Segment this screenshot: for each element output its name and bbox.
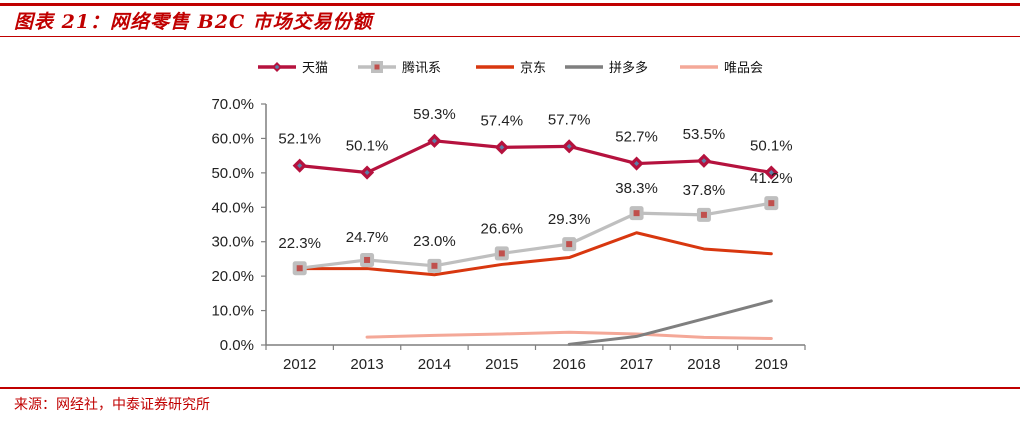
chart-title: 图表 21：网络零售 B2C 市场交易份额 bbox=[14, 11, 373, 33]
axes: 0.0% 10.0% 20.0% 30.0% 40.0% 50.0% 60.0% 70.0% 2… bbox=[211, 96, 806, 373]
line-chart: 天猫 腾讯系 京东 拼多多 唯品会 0.0% 10.0% 20.0% 30.0% 40.0% 50… bbox=[211, 60, 806, 373]
legend: 天猫 腾讯系 京东 拼多多 唯品会 bbox=[258, 60, 763, 76]
x-tick-label: 2017 bbox=[620, 356, 653, 373]
y-tick-label: 60.0% bbox=[211, 130, 254, 147]
tmall-marker-center bbox=[566, 143, 572, 149]
top-accent-bar bbox=[0, 3, 1020, 6]
x-tick-label: 2013 bbox=[350, 356, 383, 373]
series-line-2 bbox=[298, 231, 773, 277]
legend-label: 唯品会 bbox=[724, 61, 763, 76]
data-label: 59.3% bbox=[413, 106, 456, 123]
y-tick-label: 70.0% bbox=[211, 96, 254, 113]
tmall-marker-center bbox=[364, 170, 370, 176]
y-tick-label: 10.0% bbox=[211, 303, 254, 320]
x-tick-label: 2016 bbox=[553, 356, 586, 373]
tmall-marker-center bbox=[297, 163, 303, 169]
y-tick-label: 0.0% bbox=[220, 337, 254, 354]
tencent-marker-center bbox=[700, 211, 707, 218]
series-line-0 bbox=[298, 139, 773, 175]
tencent-marker-center bbox=[566, 241, 573, 248]
x-tick-label: 2018 bbox=[687, 356, 720, 373]
legend-item-1: 腾讯系 bbox=[358, 60, 441, 76]
tmall-marker-center bbox=[768, 170, 774, 176]
tmall-marker-center bbox=[634, 161, 640, 167]
data-labels: 52.1% 50.1% 59.3% 57.4% 57.7% 52.7% 53.5% 50.1%… bbox=[278, 106, 792, 252]
data-label: 37.8% bbox=[683, 182, 726, 199]
tencent-marker-center bbox=[498, 250, 505, 257]
data-label: 50.1% bbox=[346, 138, 389, 155]
tmall-marker-center bbox=[499, 144, 505, 150]
series-line-4 bbox=[365, 330, 773, 340]
tmall-marker-center bbox=[431, 138, 437, 144]
tencent-marker-center bbox=[768, 200, 775, 207]
data-label: 52.7% bbox=[615, 129, 658, 146]
legend-item-0: 天猫 bbox=[258, 61, 328, 76]
data-label: 50.1% bbox=[750, 138, 793, 155]
legend-label: 腾讯系 bbox=[402, 60, 441, 76]
legend-item-3: 拼多多 bbox=[565, 60, 648, 76]
x-tick-label: 2014 bbox=[418, 356, 451, 373]
tencent-marker-center bbox=[431, 262, 438, 269]
series-group bbox=[292, 133, 779, 346]
data-label: 22.3% bbox=[278, 235, 321, 252]
data-label: 38.3% bbox=[615, 180, 658, 197]
footer-divider bbox=[0, 387, 1020, 389]
series-line-1 bbox=[298, 201, 773, 270]
legend-item-4: 唯品会 bbox=[680, 61, 763, 76]
series-line-3 bbox=[567, 299, 773, 346]
data-label: 23.0% bbox=[413, 233, 456, 250]
tencent-marker-center bbox=[296, 265, 303, 272]
data-label: 26.6% bbox=[481, 220, 524, 237]
data-label: 52.1% bbox=[278, 131, 321, 148]
y-tick-label: 50.0% bbox=[211, 165, 254, 182]
legend-label: 天猫 bbox=[302, 61, 328, 76]
x-tick-label: 2015 bbox=[485, 356, 518, 373]
tmall-marker-center bbox=[701, 158, 707, 164]
legend-diamond-center bbox=[275, 65, 279, 69]
x-tick-label: 2012 bbox=[283, 356, 316, 373]
source-note: 来源：网经社，中泰证券研究所 bbox=[14, 397, 210, 413]
data-label: 24.7% bbox=[346, 229, 389, 246]
data-label: 41.2% bbox=[750, 170, 793, 187]
x-tick-label: 2019 bbox=[755, 356, 788, 373]
y-tick-label: 30.0% bbox=[211, 234, 254, 251]
y-tick-label: 40.0% bbox=[211, 199, 254, 216]
title-divider bbox=[0, 36, 1020, 37]
data-label: 57.4% bbox=[481, 112, 524, 129]
tencent-marker-center bbox=[364, 256, 371, 263]
legend-label: 京东 bbox=[520, 61, 546, 76]
legend-item-2: 京东 bbox=[476, 61, 546, 76]
data-label: 57.7% bbox=[548, 111, 591, 128]
tencent-marker-center bbox=[633, 210, 640, 217]
y-tick-label: 20.0% bbox=[211, 268, 254, 285]
data-label: 29.3% bbox=[548, 211, 591, 228]
legend-label: 拼多多 bbox=[609, 60, 648, 76]
data-label: 53.5% bbox=[683, 126, 726, 143]
legend-square-center bbox=[374, 64, 380, 70]
